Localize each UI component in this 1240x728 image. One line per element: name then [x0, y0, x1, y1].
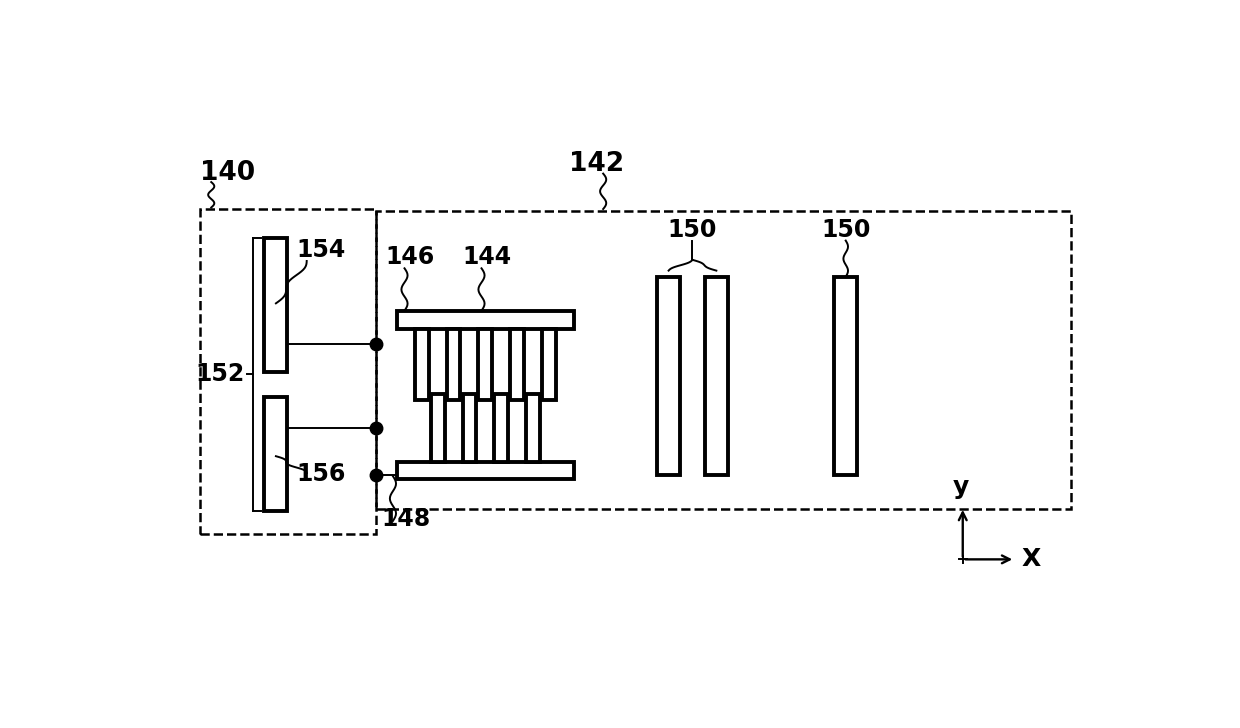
Bar — [835, 277, 857, 475]
Bar — [463, 394, 476, 462]
Bar — [414, 329, 429, 400]
Text: 152: 152 — [196, 363, 246, 386]
Text: 150: 150 — [821, 218, 870, 242]
Text: X: X — [1022, 547, 1040, 571]
Bar — [376, 210, 1070, 510]
Bar — [657, 277, 681, 475]
Bar — [510, 329, 525, 400]
Text: 144: 144 — [463, 245, 511, 269]
Bar — [264, 237, 288, 372]
Bar — [201, 209, 376, 534]
Text: 146: 146 — [386, 245, 434, 269]
Text: 148: 148 — [382, 507, 430, 531]
Bar — [704, 277, 728, 475]
Text: 140: 140 — [201, 159, 255, 186]
Bar — [526, 394, 541, 462]
Text: 156: 156 — [296, 462, 346, 486]
Bar — [430, 394, 444, 462]
Bar — [264, 397, 288, 511]
Bar — [397, 311, 574, 329]
Bar — [479, 329, 492, 400]
Text: 150: 150 — [668, 218, 717, 242]
Bar — [542, 329, 556, 400]
Bar — [446, 329, 460, 400]
Bar — [397, 462, 574, 478]
Text: y: y — [954, 475, 970, 499]
Text: 142: 142 — [569, 151, 625, 176]
Text: 154: 154 — [296, 238, 346, 262]
Bar — [495, 394, 508, 462]
